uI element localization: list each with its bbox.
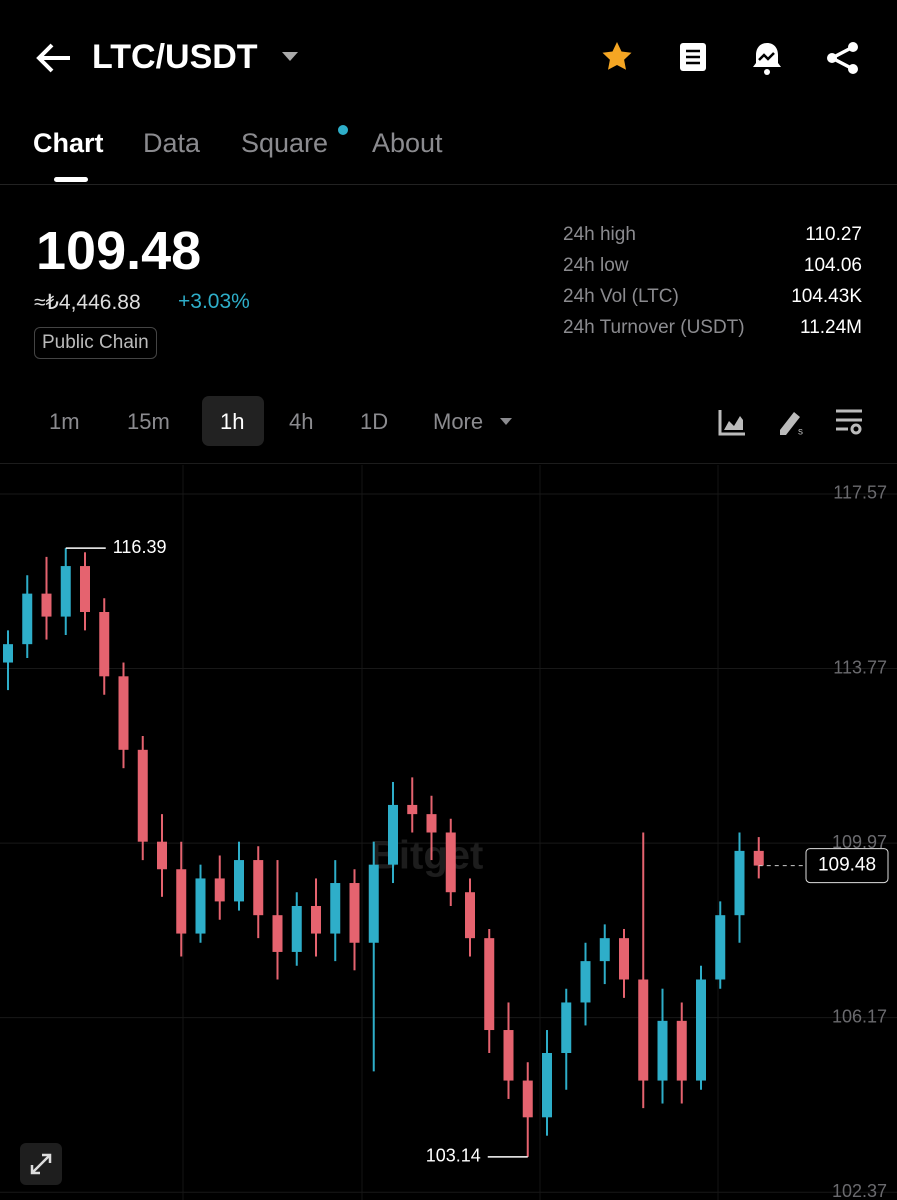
settings-icon[interactable] xyxy=(834,408,864,436)
notification-dot xyxy=(338,125,348,135)
tab[interactable]: Square xyxy=(241,128,329,158)
draw-icon[interactable]: s xyxy=(776,406,806,436)
favorite-icon[interactable] xyxy=(600,40,634,74)
stat-label: 24h Vol (LTC) xyxy=(563,286,679,307)
candle-body xyxy=(426,814,437,833)
candle-body xyxy=(368,864,379,943)
stat-label: 24h Turnover (USDT) xyxy=(563,317,745,338)
candle-body xyxy=(60,566,71,617)
candle-body xyxy=(753,850,764,866)
interval[interactable]: 1h xyxy=(220,409,245,434)
divider xyxy=(0,463,897,464)
last-price-label: 109.48 xyxy=(818,855,876,876)
candle-body xyxy=(445,832,456,893)
interval[interactable]: More xyxy=(433,409,484,434)
candle-body xyxy=(676,1020,687,1081)
svg-text:s: s xyxy=(798,427,803,436)
candle-body xyxy=(157,841,167,870)
tab[interactable]: About xyxy=(372,128,443,158)
pair-title[interactable]: LTC/USDT xyxy=(92,38,258,76)
candle-body xyxy=(638,979,649,1081)
more-caret[interactable] xyxy=(500,418,512,426)
candle-body xyxy=(349,883,360,943)
candle-body xyxy=(715,915,726,980)
expand-icon xyxy=(30,1153,52,1175)
tab-indicator xyxy=(54,177,88,182)
interval[interactable]: 4h xyxy=(289,409,314,434)
interval-selected-bg xyxy=(202,396,264,446)
candle-body xyxy=(696,979,706,1081)
candle-body xyxy=(599,938,610,962)
candle-body xyxy=(311,906,321,934)
candle-body xyxy=(99,612,110,677)
candle-body xyxy=(272,915,283,952)
tag[interactable]: Public Chain xyxy=(34,327,157,359)
share-icon[interactable] xyxy=(825,40,861,76)
stat-value: 104.43K xyxy=(791,286,862,307)
last-price-box xyxy=(805,848,889,884)
candle-body xyxy=(137,749,148,842)
candle-body xyxy=(388,804,398,865)
y-tick-label: 113.77 xyxy=(833,657,887,677)
stat-value: 104.06 xyxy=(803,255,862,276)
stat-value: 11.24M xyxy=(800,317,862,338)
candle-body xyxy=(522,1080,533,1118)
expand-button[interactable] xyxy=(20,1143,62,1185)
stat-label: 24h high xyxy=(563,224,636,245)
candle-body xyxy=(407,804,418,815)
candle-body xyxy=(176,869,187,934)
price-change: +3.03% xyxy=(178,290,250,313)
pair-caret[interactable] xyxy=(282,52,298,62)
candle-body xyxy=(330,883,341,934)
candle-body xyxy=(118,676,129,750)
interval[interactable]: 1m xyxy=(49,409,80,434)
candle-body xyxy=(484,938,495,1031)
candle-body xyxy=(22,593,33,645)
candle-body xyxy=(80,566,90,612)
candle-body xyxy=(734,850,745,916)
candle-body xyxy=(3,644,13,663)
interval[interactable]: 1D xyxy=(360,409,389,434)
watermark: Bitget xyxy=(370,834,483,878)
price-chart: Bitget 117.57 113.77 109.97 106.17 102.37 116… xyxy=(0,465,897,1200)
divider xyxy=(0,184,897,185)
stat-label: 24h low xyxy=(563,255,629,276)
candle-body xyxy=(195,878,206,934)
last-price: 109.48 xyxy=(36,221,202,281)
y-tick-label: 102.37 xyxy=(832,1181,887,1200)
y-tick-label: 106.17 xyxy=(832,1006,887,1026)
tab[interactable]: Data xyxy=(143,128,201,158)
chart-type-icon[interactable] xyxy=(718,408,746,436)
candle-body xyxy=(41,593,52,617)
fiat-price: ≈₺4,446.88 xyxy=(34,291,141,314)
candle-body xyxy=(253,860,264,916)
candle-body xyxy=(503,1030,514,1081)
candle-body xyxy=(657,1020,668,1081)
candle-body xyxy=(234,860,244,902)
stat-value: 110.27 xyxy=(805,224,862,245)
min-marker-label: 103.14 xyxy=(426,1146,481,1166)
candle-body xyxy=(291,906,302,952)
candle-body xyxy=(465,892,475,939)
back-button[interactable] xyxy=(36,42,72,74)
alert-icon[interactable] xyxy=(750,40,784,76)
y-tick-label: 109.97 xyxy=(832,832,887,852)
candle-body xyxy=(214,878,225,902)
notes-icon[interactable] xyxy=(676,40,710,74)
candle-body xyxy=(542,1053,552,1118)
candle-body xyxy=(619,938,629,980)
tab[interactable]: Chart xyxy=(33,128,104,158)
max-marker-label: 116.39 xyxy=(113,537,167,557)
y-tick-label: 117.57 xyxy=(833,483,887,503)
interval[interactable]: 15m xyxy=(127,409,170,434)
candle-body xyxy=(580,961,591,1003)
candle-body xyxy=(561,1002,572,1053)
